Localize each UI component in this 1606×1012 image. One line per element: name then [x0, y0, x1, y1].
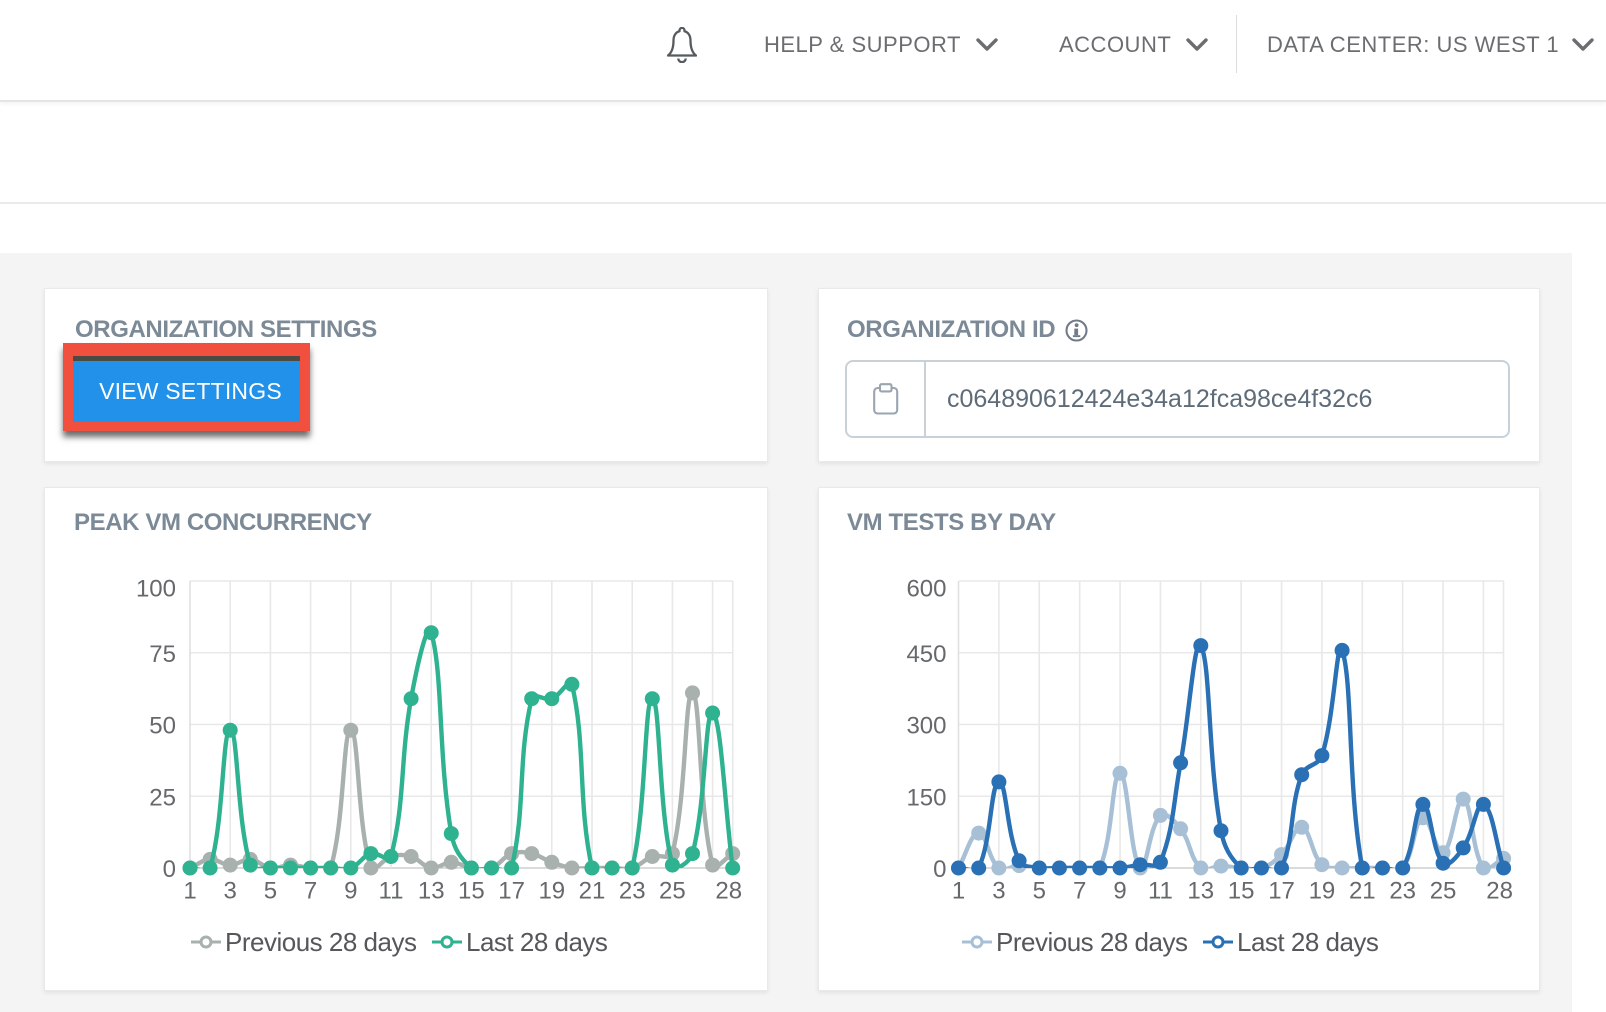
svg-text:23: 23 [1389, 878, 1416, 905]
svg-text:21: 21 [579, 878, 606, 905]
svg-text:75: 75 [149, 641, 176, 668]
svg-text:0: 0 [163, 856, 176, 883]
svg-text:25: 25 [149, 784, 176, 811]
svg-text:21: 21 [1349, 878, 1376, 905]
svg-text:19: 19 [1309, 878, 1336, 905]
svg-text:9: 9 [1113, 878, 1126, 905]
svg-text:28: 28 [715, 878, 742, 905]
svg-text:28: 28 [1486, 878, 1513, 905]
svg-text:17: 17 [1268, 878, 1295, 905]
svg-text:11: 11 [379, 878, 404, 905]
svg-text:7: 7 [304, 878, 317, 905]
svg-text:17: 17 [498, 878, 525, 905]
svg-text:15: 15 [1228, 878, 1255, 905]
svg-text:19: 19 [538, 878, 565, 905]
svg-text:15: 15 [458, 878, 485, 905]
svg-text:25: 25 [659, 878, 686, 905]
svg-text:600: 600 [906, 576, 946, 603]
svg-text:5: 5 [1033, 878, 1046, 905]
svg-text:50: 50 [149, 713, 176, 740]
svg-text:3: 3 [224, 878, 237, 905]
svg-text:9: 9 [344, 878, 357, 905]
svg-text:11: 11 [1148, 878, 1173, 905]
svg-text:25: 25 [1430, 878, 1457, 905]
svg-text:23: 23 [619, 878, 646, 905]
svg-text:300: 300 [906, 713, 946, 740]
svg-text:1: 1 [952, 878, 965, 905]
svg-text:13: 13 [418, 878, 445, 905]
svg-text:7: 7 [1073, 878, 1086, 905]
svg-text:0: 0 [933, 856, 946, 883]
svg-text:1: 1 [183, 878, 196, 905]
svg-text:150: 150 [906, 784, 946, 811]
svg-text:450: 450 [906, 641, 946, 668]
svg-text:3: 3 [992, 878, 1005, 905]
svg-text:5: 5 [264, 878, 277, 905]
svg-text:13: 13 [1187, 878, 1214, 905]
svg-text:100: 100 [136, 576, 176, 603]
